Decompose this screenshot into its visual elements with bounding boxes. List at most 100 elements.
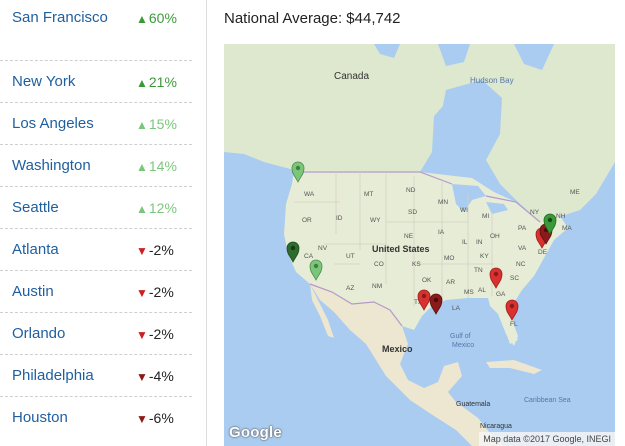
map-attribution[interactable]: Map data ©2017 Google, INEGI	[479, 432, 615, 446]
great-lakes	[452, 184, 508, 214]
up-arrow-icon: ▲	[136, 76, 148, 90]
state-nh: NH	[556, 213, 566, 220]
state-va: VA	[518, 245, 527, 252]
state-in: IN	[476, 239, 483, 246]
state-ut: UT	[346, 253, 355, 260]
city-name-link[interactable]: Washington	[12, 157, 91, 174]
down-arrow-icon: ▼	[136, 286, 148, 300]
city-name-link[interactable]: Austin	[12, 283, 54, 300]
city-row: Atlanta ▼-2%	[0, 229, 192, 271]
down-arrow-icon: ▼	[136, 328, 148, 342]
city-row: Washington ▲14%	[0, 145, 192, 187]
state-sc: SC	[510, 275, 519, 282]
state-nd: ND	[406, 187, 416, 194]
state-nm: NM	[372, 283, 382, 290]
city-row: Seattle ▲12%	[0, 187, 192, 229]
state-ny: NY	[530, 209, 540, 216]
marker-los-angeles[interactable]	[309, 259, 323, 281]
state-wa: WA	[304, 191, 315, 198]
label-united-states: United States	[372, 244, 430, 254]
state-oh: OH	[490, 233, 500, 240]
marker-atlanta[interactable]	[489, 267, 503, 289]
map[interactable]: Canada Hudson Bay United States Mexico G…	[224, 44, 615, 446]
state-or: OR	[302, 217, 312, 224]
state-co: CO	[374, 261, 384, 268]
city-name-link[interactable]: Seattle	[12, 199, 59, 216]
state-ma: MA	[562, 225, 572, 232]
state-ms: MS	[464, 289, 474, 296]
city-list: San Francisco ▲60% New York ▲21% Los Angeles…	[0, 0, 192, 439]
city-row: New York ▲21%	[0, 61, 192, 103]
state-ar: AR	[446, 279, 455, 286]
city-change: ▼-2%	[136, 324, 174, 345]
state-id: ID	[336, 215, 343, 222]
city-name-link[interactable]: Philadelphia	[12, 367, 94, 384]
state-pa: PA	[518, 225, 527, 232]
national-average: National Average: $44,742	[224, 10, 401, 27]
map-canvas[interactable]: Canada Hudson Bay United States Mexico G…	[224, 44, 615, 446]
city-change: ▲12%	[136, 198, 177, 219]
state-ky: KY	[480, 253, 489, 260]
state-borders	[294, 172, 494, 306]
state-ne: NE	[404, 233, 414, 240]
city-change: ▼-2%	[136, 240, 174, 261]
up-arrow-icon: ▲	[136, 160, 148, 174]
label-guatemala: Guatemala	[456, 401, 490, 408]
city-name-link[interactable]: Orlando	[12, 325, 66, 342]
city-change-value: 60%	[148, 10, 177, 26]
city-row: Houston ▼-6%	[0, 397, 192, 439]
city-change-value: 12%	[148, 200, 177, 216]
state-ks: KS	[412, 261, 421, 268]
city-change-value: -2%	[148, 242, 174, 258]
state-wi: WI	[460, 207, 468, 214]
city-change: ▲14%	[136, 156, 177, 177]
up-arrow-icon: ▲	[136, 202, 148, 216]
state-ok: OK	[422, 277, 432, 284]
city-change-value: 15%	[148, 116, 177, 132]
map-labels: Canada Hudson Bay United States Mexico G…	[302, 71, 580, 430]
state-ca: CA	[304, 253, 314, 260]
city-row: Philadelphia ▼-4%	[0, 355, 192, 397]
city-name-link[interactable]: Houston	[12, 409, 68, 426]
state-az: AZ	[346, 285, 354, 292]
label-canada: Canada	[334, 71, 369, 82]
city-row: Austin ▼-2%	[0, 271, 192, 313]
city-name-link[interactable]: San Francisco	[12, 9, 108, 26]
label-gulf-1: Gulf of	[450, 333, 471, 340]
city-name-link[interactable]: Los Angeles	[12, 115, 94, 132]
florida-land	[488, 298, 518, 346]
state-mn: MN	[438, 199, 448, 206]
state-ga: GA	[496, 291, 506, 298]
marker-orlando[interactable]	[505, 299, 519, 321]
city-name-link[interactable]: New York	[12, 73, 76, 90]
cuba-land	[486, 360, 542, 374]
label-gulf-2: Mexico	[452, 342, 474, 349]
up-arrow-icon: ▲	[136, 118, 148, 132]
city-change-value: -4%	[148, 368, 174, 384]
city-row: San Francisco ▲60%	[0, 0, 192, 61]
state-il: IL	[462, 239, 468, 246]
state-la: LA	[452, 305, 461, 312]
city-change: ▼-6%	[136, 408, 174, 429]
marker-new-york[interactable]	[543, 213, 557, 235]
state-labels: WA OR ID MT ND MN SD WY NV UT CO NE KS C…	[302, 187, 580, 328]
mexico-land	[310, 284, 504, 446]
divider	[206, 0, 207, 446]
state-nv: NV	[318, 245, 328, 252]
state-ia: IA	[438, 229, 445, 236]
city-name-link[interactable]: Atlanta	[12, 241, 59, 258]
city-change: ▲60%	[136, 8, 177, 29]
state-wy: WY	[370, 217, 381, 224]
state-al: AL	[478, 287, 486, 294]
marker-houston[interactable]	[429, 293, 443, 315]
state-mo: MO	[444, 255, 454, 262]
state-fl: FL	[510, 321, 518, 328]
state-me: ME	[570, 189, 580, 196]
up-arrow-icon: ▲	[136, 12, 148, 26]
state-mt: MT	[364, 191, 373, 198]
down-arrow-icon: ▼	[136, 370, 148, 384]
marker-san-francisco[interactable]	[286, 241, 300, 263]
marker-austin[interactable]	[417, 289, 431, 311]
marker-seattle[interactable]	[291, 161, 305, 183]
map-markers[interactable]	[286, 161, 557, 321]
